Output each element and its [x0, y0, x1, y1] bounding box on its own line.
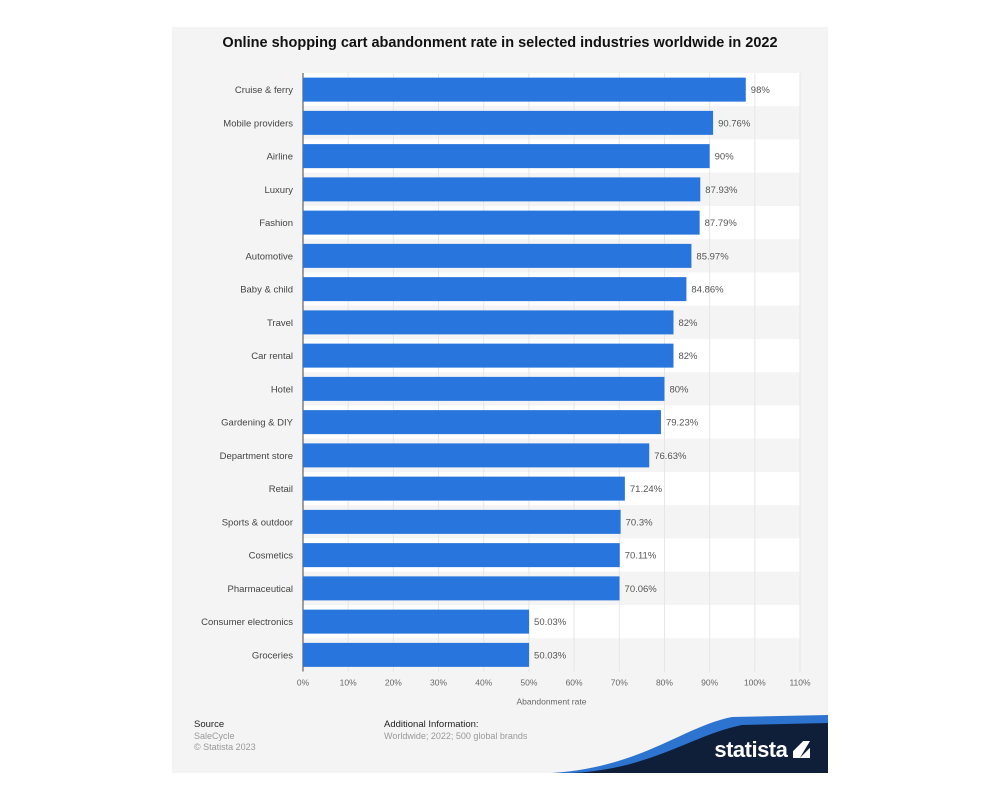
category-label: Consumer electronics [201, 617, 293, 628]
x-tick-label: 80% [656, 678, 673, 688]
data-label: 98% [751, 85, 771, 96]
data-label: 87.79% [705, 218, 738, 229]
bar [303, 410, 661, 435]
bar [303, 243, 692, 268]
chart-title: Online shopping cart abandonment rate in… [222, 35, 778, 51]
x-tick-label: 90% [701, 678, 718, 688]
category-label: Cruise & ferry [235, 85, 293, 96]
bar [303, 210, 700, 235]
source-link[interactable]: SaleCycle [194, 731, 235, 741]
bar [303, 343, 674, 368]
category-label: Fashion [259, 218, 293, 229]
data-label: 70.3% [626, 517, 653, 528]
data-label: 87.93% [705, 185, 738, 196]
category-label: Baby & child [240, 285, 293, 296]
info-heading: Additional Information: [384, 719, 479, 730]
data-label: 85.97% [696, 251, 729, 262]
category-label: Hotel [271, 384, 293, 395]
bar [303, 144, 710, 169]
bar [303, 642, 530, 667]
data-label: 90% [715, 152, 735, 163]
bar [303, 576, 620, 601]
data-label: 80% [669, 384, 689, 395]
bar [303, 277, 687, 302]
data-label: 90.76% [718, 118, 751, 129]
bar [303, 376, 665, 401]
x-tick-label: 0% [297, 678, 310, 688]
category-label: Automotive [245, 251, 293, 262]
category-label: Department store [220, 451, 293, 462]
category-label: Pharmaceutical [228, 584, 293, 595]
copyright: © Statista 2023 [194, 742, 256, 752]
data-label: 50.03% [534, 650, 567, 661]
data-label: 84.86% [691, 285, 724, 296]
category-label: Gardening & DIY [221, 418, 293, 429]
category-label: Travel [267, 318, 293, 329]
category-label: Sports & outdoor [222, 517, 293, 528]
source-heading: Source [194, 719, 225, 730]
category-label: Airline [267, 152, 293, 163]
chart-card: Online shopping cart abandonment rate in… [172, 27, 828, 773]
bar [303, 543, 620, 568]
data-label: 79.23% [666, 418, 699, 429]
bar [303, 443, 650, 468]
bar [303, 509, 621, 534]
x-tick-label: 20% [385, 678, 402, 688]
x-tick-label: 30% [430, 678, 447, 688]
category-label: Groceries [252, 650, 293, 661]
bar [303, 310, 674, 335]
data-label: 71.24% [630, 484, 663, 495]
bar-chart: 0% 10% 20% 30% 40% 50% 60% 70% 80% 90% 100% 110% Cru… [201, 73, 811, 707]
x-tick-label: 40% [475, 678, 492, 688]
category-label: Retail [269, 484, 293, 495]
statista-logo-icon [793, 741, 810, 758]
bar [303, 110, 714, 135]
data-label: 70.11% [625, 551, 657, 562]
x-tick-label: 50% [520, 678, 537, 688]
x-tick-label: 70% [611, 678, 628, 688]
data-label: 82% [678, 351, 698, 362]
x-tick-label: 10% [340, 678, 357, 688]
x-axis-title: Abandonment rate [517, 697, 587, 707]
x-tick-label: 110% [789, 678, 811, 688]
x-tick-label: 60% [566, 678, 583, 688]
bar [303, 609, 530, 634]
logo-text: statista [714, 737, 788, 762]
statista-logo[interactable]: statista [714, 737, 810, 763]
x-tick-label: 100% [744, 678, 766, 688]
data-label: 76.63% [654, 451, 687, 462]
data-label: 70.06% [625, 584, 658, 595]
category-label: Car rental [251, 351, 293, 362]
data-label: 82% [678, 318, 698, 329]
category-label: Cosmetics [249, 551, 294, 562]
bar [303, 77, 746, 102]
category-label: Mobile providers [223, 118, 293, 129]
bar [303, 177, 701, 202]
category-label: Luxury [264, 185, 293, 196]
data-label: 50.03% [534, 617, 567, 628]
info-text: Worldwide; 2022; 500 global brands [384, 731, 528, 741]
bar [303, 476, 625, 501]
